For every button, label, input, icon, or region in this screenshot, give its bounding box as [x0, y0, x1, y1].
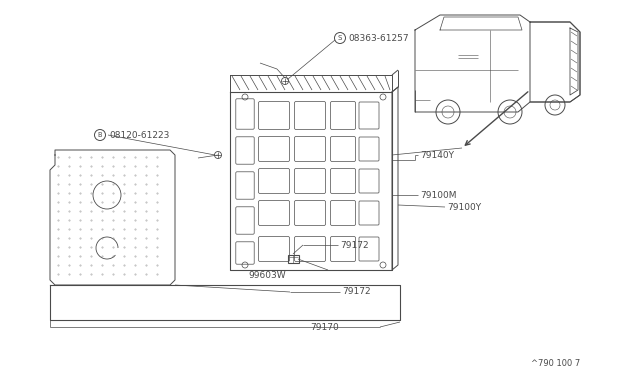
Text: 79100Y: 79100Y — [447, 202, 481, 212]
Text: 79140Y: 79140Y — [420, 151, 454, 160]
Text: ^790 100 7: ^790 100 7 — [531, 359, 580, 368]
Text: 79172: 79172 — [342, 288, 371, 296]
Circle shape — [214, 151, 221, 158]
Text: 79170: 79170 — [310, 324, 339, 333]
Text: S: S — [338, 35, 342, 41]
Circle shape — [282, 77, 289, 84]
Text: 08363-61257: 08363-61257 — [348, 33, 408, 42]
Text: 79100M: 79100M — [420, 190, 456, 199]
Text: 99603W: 99603W — [248, 270, 285, 279]
Bar — [288, 255, 299, 263]
Text: 79172: 79172 — [340, 241, 369, 250]
Text: B: B — [98, 132, 102, 138]
Text: 08120-61223: 08120-61223 — [109, 131, 170, 140]
